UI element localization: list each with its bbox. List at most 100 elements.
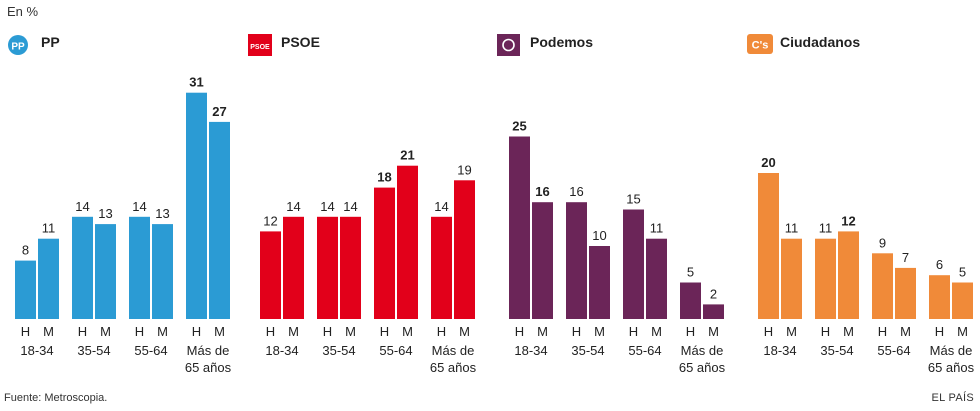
ciudadanos-party-label: Ciudadanos <box>780 34 860 50</box>
podemos-party-label: Podemos <box>530 34 593 50</box>
ciudadanos-data-label: 11 <box>785 221 799 236</box>
psoe-data-label: 19 <box>457 162 471 177</box>
age-group-label: Más de <box>432 343 475 358</box>
pp-data-label: 27 <box>212 104 226 119</box>
age-group-label: 35-54 <box>820 343 853 358</box>
podemos-bar <box>703 304 724 319</box>
podemos-data-label: 10 <box>592 228 606 243</box>
podemos-data-label: 16 <box>569 184 583 199</box>
podemos-bar <box>532 202 553 319</box>
sex-tick-label: H <box>821 324 830 339</box>
pp-bar <box>152 224 173 319</box>
ciudadanos-bar <box>815 238 836 319</box>
sex-tick-label: H <box>686 324 695 339</box>
age-group-label: 18-34 <box>265 343 298 358</box>
sex-tick-label: H <box>515 324 524 339</box>
pp-bar <box>186 92 207 319</box>
age-group-label: Más de <box>187 343 230 358</box>
age-group-label: 65 años <box>928 360 975 375</box>
podemos-bar <box>646 238 667 319</box>
sex-tick-label: H <box>380 324 389 339</box>
ciudadanos-data-label: 11 <box>819 221 833 236</box>
psoe-bar <box>431 216 452 319</box>
podemos-circle-icon <box>502 38 515 52</box>
sex-tick-label: M <box>157 324 168 339</box>
pp-data-label: 8 <box>22 243 29 258</box>
ciudadanos-bar <box>872 253 893 319</box>
psoe-bar <box>283 216 304 319</box>
pp-bar <box>129 216 150 319</box>
podemos-bar <box>589 246 610 319</box>
psoe-bar <box>374 187 395 319</box>
age-group-label: 35-54 <box>77 343 110 358</box>
podemos-data-label: 5 <box>687 265 694 280</box>
pp-logo-icon <box>8 35 28 55</box>
sex-tick-label: M <box>651 324 662 339</box>
sex-tick-label: H <box>764 324 773 339</box>
podemos-data-label: 25 <box>512 119 526 134</box>
age-group-label: 65 años <box>185 360 232 375</box>
psoe-bar <box>340 216 361 319</box>
sex-tick-label: H <box>935 324 944 339</box>
sex-tick-label: M <box>594 324 605 339</box>
pp-bar <box>15 260 36 319</box>
podemos-data-label: 16 <box>535 184 549 199</box>
sex-tick-label: H <box>192 324 201 339</box>
ciudadanos-bar <box>929 275 950 319</box>
psoe-logo-text: PSOE <box>250 44 270 51</box>
pp-bar <box>72 216 93 319</box>
age-group-label: 55-64 <box>379 343 412 358</box>
psoe-data-label: 18 <box>377 170 391 185</box>
podemos-data-label: 15 <box>626 192 640 207</box>
sex-tick-label: M <box>537 324 548 339</box>
age-group-label: 65 años <box>679 360 726 375</box>
sex-tick-label: M <box>786 324 797 339</box>
pp-bar <box>95 224 116 319</box>
age-group-label: Más de <box>930 343 973 358</box>
sex-tick-label: M <box>957 324 968 339</box>
pp-data-label: 14 <box>132 199 146 214</box>
ciudadanos-bar <box>758 173 779 319</box>
sex-tick-label: M <box>214 324 225 339</box>
sex-tick-label: M <box>402 324 413 339</box>
ciudadanos-bar <box>838 231 859 319</box>
podemos-bar <box>566 202 587 319</box>
podemos-bar <box>680 282 701 319</box>
podemos-bar <box>509 136 530 319</box>
psoe-data-label: 14 <box>286 199 300 214</box>
age-group-label: 55-64 <box>134 343 167 358</box>
psoe-data-label: 14 <box>320 199 334 214</box>
psoe-data-label: 12 <box>263 213 277 228</box>
sex-tick-label: M <box>288 324 299 339</box>
pp-bar <box>38 238 59 319</box>
ciudadanos-bar <box>781 238 802 319</box>
sex-tick-label: H <box>629 324 638 339</box>
source-note: Fuente: Metroscopia. <box>4 392 108 404</box>
psoe-logo-icon <box>248 34 272 56</box>
psoe-bar <box>397 165 418 319</box>
podemos-bar <box>623 209 644 319</box>
sex-tick-label: H <box>878 324 887 339</box>
podemos-data-label: 11 <box>650 221 664 236</box>
sex-tick-label: M <box>100 324 111 339</box>
ciudadanos-bar <box>895 267 916 319</box>
sex-tick-label: H <box>572 324 581 339</box>
psoe-data-label: 14 <box>434 199 448 214</box>
sex-tick-label: M <box>459 324 470 339</box>
pp-party-label: PP <box>41 34 60 50</box>
sex-tick-label: H <box>437 324 446 339</box>
pp-data-label: 13 <box>98 206 112 221</box>
psoe-bar <box>454 180 475 319</box>
age-group-label: 18-34 <box>763 343 796 358</box>
ciudadanos-data-label: 7 <box>902 250 909 265</box>
pp-data-label: 11 <box>42 221 56 236</box>
podemos-data-label: 2 <box>710 286 717 301</box>
podemos-logo-icon <box>497 34 520 56</box>
ciudadanos-data-label: 20 <box>761 155 775 170</box>
psoe-party-label: PSOE <box>281 34 320 50</box>
age-group-label: 18-34 <box>20 343 53 358</box>
psoe-bar <box>317 216 338 319</box>
ciudadanos-logo-icon <box>747 34 773 54</box>
ciudadanos-data-label: 6 <box>936 257 943 272</box>
